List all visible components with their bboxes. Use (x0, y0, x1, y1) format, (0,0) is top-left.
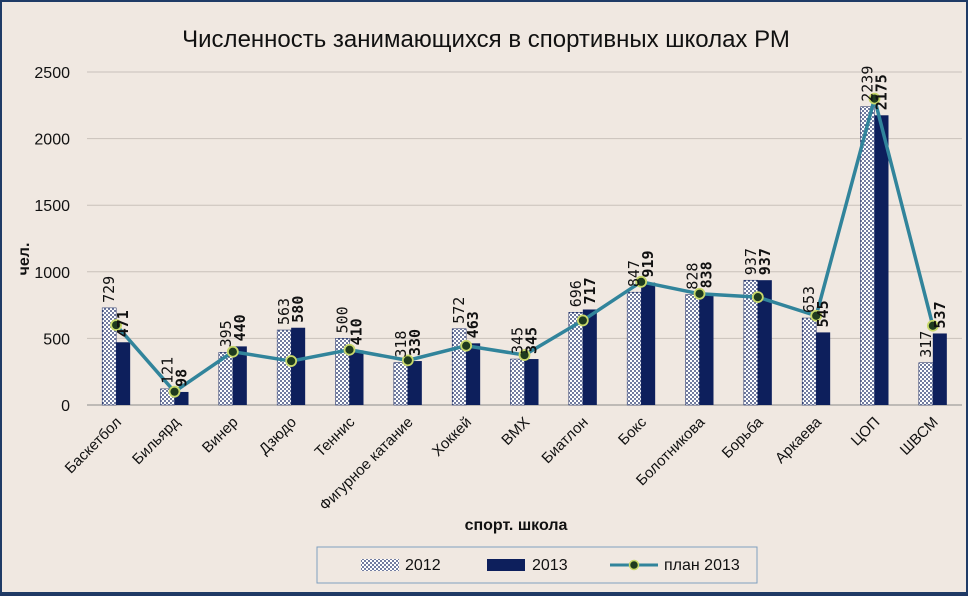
bar-2013 (466, 343, 480, 405)
data-label-2013: 580 (289, 296, 307, 323)
data-label-2013: 919 (639, 250, 657, 277)
plan-marker (578, 315, 588, 325)
bar-2013 (641, 283, 655, 405)
legend-label-plan: план 2013 (664, 557, 740, 574)
plan-marker (286, 356, 296, 366)
bar-2012 (802, 318, 816, 405)
data-label-2013: 545 (814, 300, 832, 327)
category-label: BMX (498, 414, 533, 449)
y-tick-label: 1000 (34, 265, 70, 282)
y-tick-label: 1500 (34, 198, 70, 215)
data-label-2013: 537 (931, 301, 949, 328)
category-label: Бильярд (129, 414, 183, 468)
bar-2013 (525, 359, 539, 405)
category-layer: Баскетбол Бильярд Винер Дзюдо ТеннисФигурное… (62, 413, 942, 514)
data-label-2013: 471 (114, 310, 132, 337)
category-label: Дзюдо (256, 414, 300, 458)
bar-2012 (277, 330, 291, 405)
data-label-2013: 2175 (873, 74, 891, 110)
category-label: Баскетбол (62, 414, 125, 477)
bar-2013 (875, 115, 889, 405)
y-tick-label: 500 (43, 331, 70, 348)
y-tick-label: 2500 (34, 65, 70, 82)
category-label: Биатлон (538, 414, 591, 467)
data-label-2013: 440 (231, 314, 249, 341)
bar-2013 (700, 293, 714, 405)
plan-marker (170, 387, 180, 397)
bar-2012 (861, 107, 875, 405)
data-label-2012: 729 (100, 276, 118, 303)
y-tick-label: 0 (61, 398, 70, 415)
y-axis-label: чел. (16, 243, 33, 276)
category-label: Хоккей (429, 414, 475, 460)
data-label-2013: 410 (348, 318, 366, 345)
legend: 2012 2013 план 2013 (317, 547, 757, 583)
bar-2013 (350, 350, 364, 405)
chart-frame: Численность занимающихся в спортивных шк… (0, 0, 968, 594)
chart-title: Численность занимающихся в спортивных шк… (182, 26, 790, 53)
category-label: Теннис (312, 413, 359, 460)
legend-label-2012: 2012 (405, 557, 441, 574)
category-label: ШВСМ (897, 414, 942, 459)
category-label: Борьба (719, 413, 768, 462)
legend-swatch-2013 (487, 559, 525, 571)
bar-2013 (408, 361, 422, 405)
plan-marker (753, 292, 763, 302)
data-label-2013: 98 (173, 369, 191, 387)
bar-2012 (511, 359, 525, 405)
data-label-2013: 330 (406, 329, 424, 356)
bar-2012 (394, 363, 408, 405)
category-label: Аркаева (772, 413, 826, 467)
y-tick-label: 2000 (34, 132, 70, 149)
chart-svg: Численность занимающихся в спортивных шк… (2, 2, 968, 596)
legend-label-2013: 2013 (532, 557, 568, 574)
bar-2013 (116, 342, 130, 405)
bar-2012 (919, 363, 933, 405)
data-label-2012: 317 (917, 331, 935, 358)
plan-marker (461, 341, 471, 351)
category-label: Винер (199, 414, 242, 457)
x-axis-label: спорт. школа (465, 517, 568, 534)
bar-2013 (933, 333, 947, 405)
legend-swatch-2012 (361, 559, 399, 571)
bar-2013 (816, 332, 830, 405)
data-label-2013: 345 (523, 327, 541, 354)
data-label-2013: 463 (464, 311, 482, 338)
data-label-2013: 937 (756, 248, 774, 275)
data-label-2013: 838 (698, 261, 716, 288)
category-label: ЦОП (848, 414, 884, 450)
bar-2012 (686, 295, 700, 405)
bar-2012 (627, 292, 641, 405)
legend-marker-plan (630, 561, 639, 570)
category-label: Бокс (615, 413, 650, 448)
data-label-2013: 717 (581, 277, 599, 304)
